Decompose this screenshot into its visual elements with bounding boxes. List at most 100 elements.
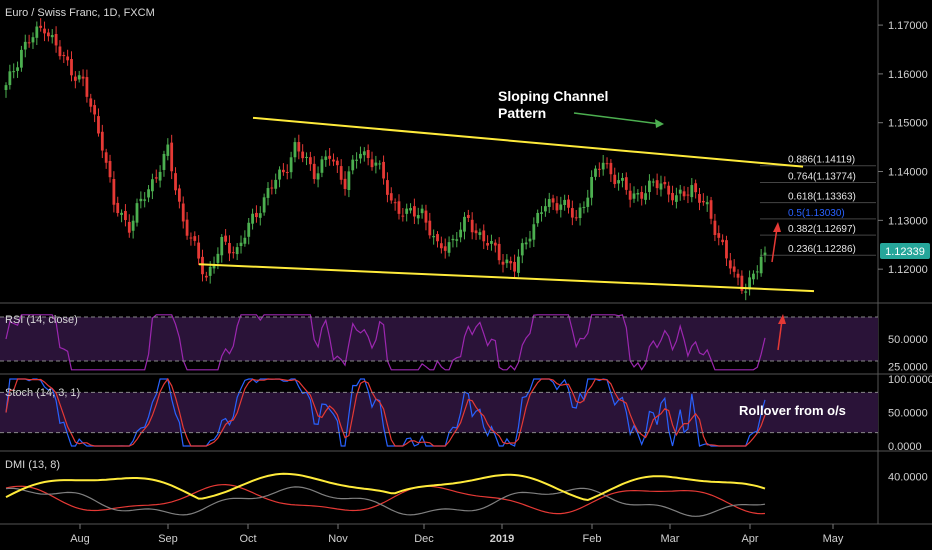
candle-body (567, 199, 570, 208)
time-tick-label: Sep (158, 533, 178, 545)
candle-body (274, 179, 278, 189)
lower-channel-line[interactable] (198, 263, 815, 293)
candle-body (513, 261, 516, 272)
time-tick-label: Apr (741, 533, 758, 545)
candle-body (389, 193, 393, 201)
candle-body (208, 266, 212, 276)
candle-body (370, 159, 374, 168)
candle-body (651, 181, 655, 183)
candle-body (174, 173, 177, 191)
candle-body (177, 188, 181, 202)
candle-body (540, 212, 543, 214)
candle-body (285, 171, 289, 173)
candle-body (505, 259, 509, 264)
time-axis[interactable]: Aug Sep Oct Nov Dec 2019 Feb Mar Apr May (70, 524, 844, 545)
candle-body (135, 203, 139, 223)
last-price-badge (880, 243, 930, 259)
candle-body (752, 273, 755, 280)
rsi-title[interactable]: RSI (14, close) (5, 314, 78, 326)
upper-channel-line[interactable] (252, 116, 804, 168)
red-arrow-head (773, 222, 781, 232)
candle-body (85, 77, 89, 97)
candle-body (50, 35, 54, 38)
candle-body (428, 220, 432, 236)
candle-body (563, 199, 567, 205)
candle-body (644, 193, 647, 200)
fib-level-label: 0.618(1.13363) (788, 192, 856, 203)
price-tick-label: 1.13000 (888, 215, 928, 227)
price-axis[interactable]: 1.17000 1.16000 1.15000 1.14000 1.13000 1.120… (878, 20, 932, 484)
candle-body (543, 206, 547, 212)
candle-body (108, 161, 112, 178)
candle-body (31, 37, 35, 43)
candle-body (493, 242, 497, 246)
candle-body (671, 192, 674, 201)
candle-body (297, 142, 301, 152)
candle-body (270, 187, 274, 189)
stoch-title[interactable]: Stoch (14, 3, 1) (5, 387, 80, 399)
candle-body (251, 213, 254, 224)
candle-body (243, 237, 247, 244)
candle-body (748, 277, 751, 290)
candle-body (100, 131, 104, 151)
candle-body (351, 159, 355, 171)
candle-body (759, 256, 763, 274)
candle-body (347, 171, 351, 191)
fib-level-label: 0.764(1.13774) (788, 172, 856, 183)
candle-body (725, 240, 728, 259)
candle-body (459, 229, 463, 238)
candle-body (536, 212, 540, 224)
candle-body (648, 180, 651, 193)
candle-body (104, 152, 108, 163)
candle-body (258, 213, 262, 218)
candle-body (736, 273, 740, 278)
candle-body (378, 163, 382, 165)
candle-body (335, 160, 339, 166)
candle-body (386, 180, 389, 195)
candle-body (366, 149, 370, 159)
candle-body (131, 220, 135, 231)
candle-body (112, 178, 116, 205)
candle-body (463, 216, 466, 232)
candle-body (262, 197, 266, 213)
candle-body (578, 207, 582, 218)
candle-body (93, 105, 97, 115)
candle-body (432, 236, 436, 238)
indicator-tick-label: 25.0000 (888, 362, 928, 374)
candle-body (89, 98, 93, 107)
candle-body (412, 206, 416, 217)
candle-body (416, 215, 420, 219)
price-tick-label: 1.15000 (888, 118, 928, 130)
dmi-title[interactable]: DMI (13, 8) (5, 459, 60, 471)
time-tick-label: 2019 (490, 533, 514, 545)
candle-body (46, 32, 50, 37)
candle-body (524, 242, 528, 245)
fib-level-label: 0.886(1.14119) (788, 155, 855, 166)
dmi-minus-di-line (5, 483, 766, 515)
channel-annotation-line2: Pattern (498, 105, 546, 121)
candle-body (686, 194, 690, 196)
symbol-title[interactable]: Euro / Swiss Franc, 1D, FXCM (5, 7, 155, 19)
candle-body (154, 177, 158, 179)
indicator-tick-label: 50.0000 (888, 334, 928, 346)
stoch-k-line (5, 378, 766, 447)
candle-body (247, 222, 251, 237)
candle-body (127, 221, 131, 233)
fib-level-label: 0.236(1.12286) (788, 244, 856, 255)
candle-body (343, 178, 347, 189)
candle-body (66, 56, 70, 61)
candle-body (732, 266, 736, 272)
candle-body (197, 242, 201, 259)
stoch-d-line (5, 377, 766, 447)
candle-body (158, 171, 162, 181)
candle-body (189, 237, 193, 239)
candle-body (374, 162, 378, 166)
candle-body (282, 169, 285, 173)
time-tick-label: May (823, 533, 844, 545)
candle-body (397, 201, 401, 214)
candle-body (124, 210, 127, 221)
time-tick-label: Mar (661, 533, 680, 545)
candle-body (466, 214, 470, 218)
candle-body (54, 34, 58, 46)
